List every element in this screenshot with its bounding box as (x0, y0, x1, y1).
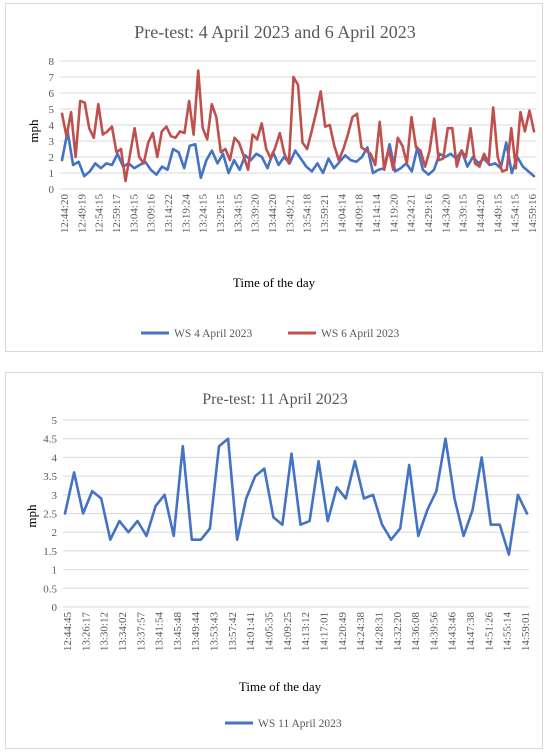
y-tick-label: 2.5 (43, 509, 57, 521)
chart-4-6-april: Pre-test: 4 April 2023 and 6 April 2023 … (26, 22, 539, 340)
x-tick-label: 14:09:18 (354, 194, 366, 234)
x-tick-label: 13:59:21 (319, 194, 331, 233)
x-tick-label: 12:54:15 (94, 194, 106, 234)
x-tick-label: 14:44:20 (475, 194, 487, 234)
y-tick-label: 3 (52, 490, 58, 502)
x-tick-label: 13:19:24 (180, 194, 192, 234)
chart-panel-4-6-april: Pre-test: 4 April 2023 and 6 April 2023 … (5, 3, 543, 352)
y-tick-label: 3 (49, 136, 55, 148)
x-tick-label: 14:36:08 (410, 612, 422, 652)
x-tick-label: 13:54:18 (302, 194, 314, 234)
x-tick-label: 12:44:20 (59, 194, 71, 234)
x-tick-label: 14:29:16 (423, 194, 435, 234)
chart-panel-11-april: Pre-test: 11 April 2023 0 0.5 1 1.5 2 2.5 3 3.5… (5, 372, 543, 749)
x-tick-labels: 12:44:20 12:49:19 12:54:15 12:59:17 13:04:15… (59, 194, 539, 234)
y-tick-label: 4 (49, 120, 55, 132)
x-tick-label: 13:30:12 (99, 612, 111, 651)
x-tick-label: 14:51:26 (483, 612, 495, 652)
x-tick-label: 14:09:25 (282, 612, 294, 652)
x-tick-labels: 12:44:45 13:26:17 13:30:12 13:34:02 13:37:57… (62, 612, 532, 652)
chart-title: Pre-test: 4 April 2023 and 6 April 2023 (134, 22, 415, 42)
y-tick-label: 1 (49, 168, 55, 180)
x-tick-label: 13:26:17 (80, 612, 92, 652)
y-tick-label: 3.5 (43, 471, 57, 483)
y-tick-label: 7 (49, 72, 55, 84)
y-axis-label: mph (24, 504, 39, 528)
x-tick-label: 13:49:21 (284, 194, 296, 233)
x-tick-label: 13:34:02 (117, 612, 129, 651)
x-tick-label: 13:04:15 (128, 194, 140, 234)
y-tick-labels: 0 1 2 3 4 5 6 7 8 (49, 56, 55, 196)
y-tick-label: 0 (52, 602, 58, 614)
y-axis-label: mph (26, 119, 41, 143)
x-tick-label: 14:17:01 (318, 612, 330, 651)
grid-lines (60, 60, 536, 190)
x-tick-label: 13:37:57 (135, 612, 147, 652)
x-tick-label: 14:05:35 (264, 612, 276, 652)
x-tick-label: 14:59:01 (520, 612, 532, 651)
chart-11-april: Pre-test: 11 April 2023 0 0.5 1 1.5 2 2.5 3 3.5… (24, 391, 532, 730)
legend: WS 4 April 2023 WS 6 April 2023 (141, 328, 400, 340)
x-tick-label: 13:49:44 (190, 612, 202, 652)
x-tick-label: 13:14:22 (163, 194, 175, 233)
x-tick-label: 13:57:42 (227, 612, 239, 651)
x-tick-label: 14:39:56 (428, 612, 440, 652)
y-tick-label: 5 (52, 415, 58, 427)
y-tick-label: 2 (49, 152, 55, 164)
x-tick-label: 14:19:20 (388, 194, 400, 234)
grid-lines (63, 419, 529, 608)
legend-label-ws-6-april: WS 6 April 2023 (321, 328, 400, 340)
x-tick-label: 12:49:19 (76, 194, 88, 234)
x-tick-label: 14:55:14 (502, 612, 514, 652)
x-tick-label: 14:43:46 (447, 612, 459, 652)
series-line-ws-6-april-2023 (60, 69, 536, 183)
x-tick-label: 14:34:20 (440, 194, 452, 234)
x-tick-label: 13:44:20 (267, 194, 279, 234)
x-tick-label: 13:09:16 (146, 194, 158, 234)
y-tick-label: 4 (52, 452, 58, 464)
x-tick-label: 13:41:54 (154, 612, 166, 652)
x-tick-label: 13:53:43 (209, 612, 221, 652)
y-tick-label: 0 (49, 184, 55, 196)
x-tick-label: 14:47:38 (465, 612, 477, 652)
y-tick-labels: 0 0.5 1 1.5 2 2.5 3 3.5 4 4.5 5 (43, 415, 57, 614)
series-lines (60, 69, 536, 183)
x-tick-label: 14:32:20 (392, 612, 404, 652)
x-tick-label: 13:29:15 (215, 194, 227, 234)
y-tick-label: 6 (49, 88, 55, 100)
x-tick-label: 14:39:15 (458, 194, 470, 234)
x-tick-label: 14:24:38 (355, 612, 367, 652)
x-tick-label: 14:59:16 (527, 194, 539, 234)
x-tick-label: 14:28:31 (373, 612, 385, 651)
y-tick-label: 1.5 (43, 546, 57, 558)
x-tick-label: 13:24:15 (198, 194, 210, 234)
y-tick-label: 1 (52, 565, 58, 577)
x-axis-label: Time of the day (233, 275, 316, 290)
x-tick-label: 14:24:21 (406, 194, 418, 233)
y-tick-label: 4.5 (43, 434, 57, 446)
x-axis-label: Time of the day (239, 679, 322, 694)
x-tick-label: 14:01:41 (245, 612, 257, 651)
x-tick-label: 14:13:12 (300, 612, 312, 651)
series-line-ws-11-april-2023 (63, 437, 529, 556)
x-tick-label: 14:54:15 (510, 194, 522, 234)
y-tick-label: 8 (49, 56, 55, 68)
y-tick-label: 0.5 (43, 583, 57, 595)
x-tick-label: 12:44:45 (62, 612, 74, 652)
legend-label-ws-11-april: WS 11 April 2023 (258, 718, 342, 730)
x-tick-label: 13:45:48 (172, 612, 184, 652)
x-tick-label: 14:04:14 (336, 194, 348, 234)
y-tick-label: 5 (49, 104, 55, 116)
x-tick-label: 14:20:49 (337, 612, 349, 652)
series-lines (63, 437, 529, 556)
y-tick-label: 2 (52, 527, 58, 539)
x-tick-label: 14:49:15 (492, 194, 504, 234)
legend: WS 11 April 2023 (225, 718, 342, 730)
x-tick-label: 13:34:15 (232, 194, 244, 234)
legend-label-ws-4-april: WS 4 April 2023 (174, 328, 253, 340)
x-tick-label: 12:59:17 (111, 194, 123, 234)
chart-title: Pre-test: 11 April 2023 (202, 391, 348, 408)
x-tick-label: 14:14:14 (371, 194, 383, 234)
x-tick-label: 13:39:20 (250, 194, 262, 234)
